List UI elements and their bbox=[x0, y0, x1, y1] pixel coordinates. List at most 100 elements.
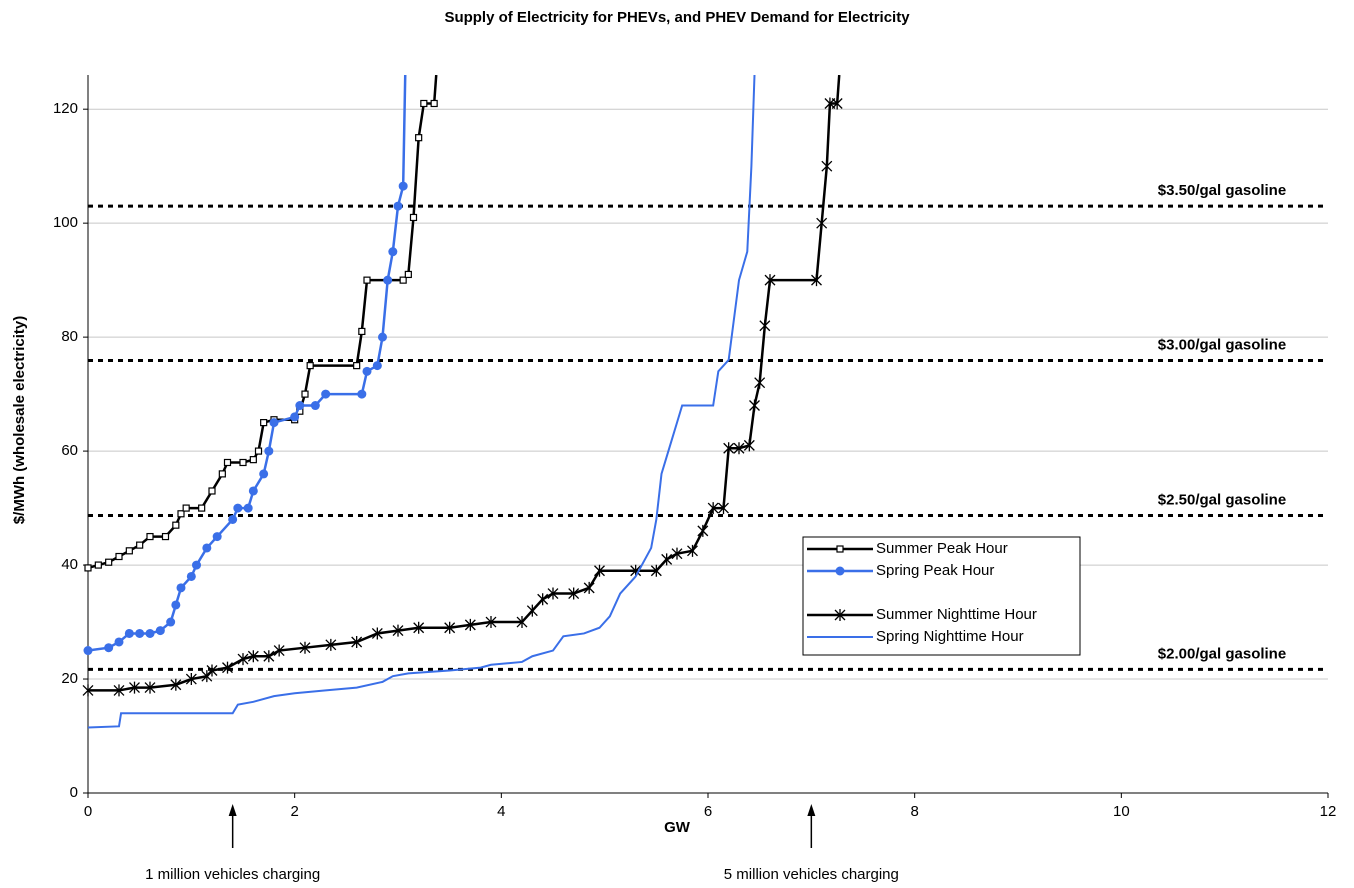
marker bbox=[834, 609, 846, 621]
marker bbox=[264, 446, 274, 456]
marker bbox=[233, 503, 243, 513]
marker bbox=[749, 399, 760, 412]
marker bbox=[185, 673, 197, 686]
marker bbox=[415, 134, 423, 142]
marker bbox=[707, 502, 719, 515]
marker bbox=[358, 327, 366, 336]
marker bbox=[388, 247, 398, 257]
marker bbox=[811, 274, 822, 287]
marker bbox=[733, 442, 745, 455]
marker bbox=[249, 456, 257, 464]
marker bbox=[248, 486, 258, 496]
marker bbox=[723, 442, 735, 455]
marker bbox=[353, 362, 361, 370]
marker bbox=[301, 390, 309, 398]
marker bbox=[537, 593, 549, 606]
y-tick-label: 0 bbox=[70, 784, 78, 801]
marker bbox=[430, 99, 438, 108]
marker bbox=[243, 503, 253, 513]
x-tick-label: 4 bbox=[497, 803, 505, 820]
marker bbox=[378, 332, 387, 342]
x-tick-label: 8 bbox=[910, 803, 918, 820]
marker bbox=[105, 558, 113, 566]
marker bbox=[247, 650, 259, 663]
legend-label: Spring Nighttime Hour bbox=[876, 628, 1024, 645]
marker bbox=[228, 514, 238, 524]
marker bbox=[743, 439, 755, 452]
legend-label: Spring Peak Hour bbox=[876, 562, 994, 579]
legend-label: Summer Nighttime Hour bbox=[876, 606, 1037, 623]
reference-label: $2.50/gal gasoline bbox=[1158, 491, 1286, 508]
marker bbox=[357, 389, 367, 399]
annotation-text: 1 million vehicles charging bbox=[145, 866, 320, 883]
marker bbox=[146, 532, 154, 541]
marker bbox=[526, 604, 538, 617]
series-line bbox=[87, 75, 407, 652]
marker bbox=[295, 401, 305, 411]
marker bbox=[836, 545, 844, 553]
marker bbox=[161, 532, 170, 541]
marker bbox=[206, 664, 218, 677]
marker bbox=[754, 376, 766, 389]
marker bbox=[222, 661, 233, 674]
marker bbox=[516, 616, 528, 629]
x-tick-label: 10 bbox=[1113, 803, 1130, 820]
marker bbox=[547, 587, 559, 600]
marker bbox=[170, 678, 182, 691]
marker bbox=[129, 681, 140, 694]
marker bbox=[145, 628, 155, 638]
marker bbox=[325, 638, 337, 651]
y-tick-label: 20 bbox=[61, 670, 78, 687]
reference-label: $3.50/gal gasoline bbox=[1158, 182, 1286, 199]
marker bbox=[273, 644, 285, 657]
marker bbox=[594, 564, 605, 577]
marker bbox=[371, 627, 383, 640]
series-line bbox=[88, 75, 841, 692]
marker bbox=[124, 628, 134, 638]
marker bbox=[260, 419, 268, 427]
annotation-text: 5 million vehicles charging bbox=[724, 866, 899, 883]
marker bbox=[687, 544, 698, 557]
marker bbox=[404, 270, 412, 279]
marker bbox=[568, 587, 580, 600]
marker bbox=[816, 217, 828, 230]
marker bbox=[192, 560, 201, 570]
marker bbox=[290, 412, 300, 422]
marker bbox=[650, 564, 662, 577]
marker bbox=[392, 624, 404, 637]
marker bbox=[372, 361, 382, 371]
marker bbox=[83, 646, 93, 656]
marker bbox=[697, 524, 709, 537]
marker bbox=[223, 458, 232, 467]
marker bbox=[94, 561, 102, 569]
marker bbox=[413, 621, 425, 634]
marker bbox=[182, 504, 190, 512]
y-tick-label: 120 bbox=[53, 100, 78, 117]
marker bbox=[198, 504, 206, 512]
y-tick-label: 100 bbox=[53, 214, 78, 231]
marker bbox=[171, 600, 181, 610]
chart-title: Supply of Electricity for PHEVs, and PHE… bbox=[444, 9, 910, 26]
marker bbox=[583, 581, 595, 594]
marker bbox=[420, 99, 428, 108]
marker bbox=[362, 366, 372, 376]
marker bbox=[263, 650, 275, 663]
marker bbox=[299, 641, 311, 654]
marker bbox=[202, 543, 212, 553]
marker bbox=[172, 521, 180, 529]
marker bbox=[113, 684, 125, 697]
marker bbox=[239, 458, 247, 467]
marker bbox=[393, 201, 403, 211]
x-tick-label: 2 bbox=[290, 803, 298, 820]
marker bbox=[115, 552, 123, 561]
legend-box bbox=[802, 536, 1081, 656]
marker bbox=[399, 276, 407, 284]
marker bbox=[114, 637, 124, 647]
x-axis-label: GW bbox=[664, 819, 691, 836]
marker bbox=[82, 684, 94, 697]
marker bbox=[166, 617, 176, 627]
y-tick-label: 60 bbox=[61, 442, 78, 459]
marker bbox=[176, 583, 186, 593]
